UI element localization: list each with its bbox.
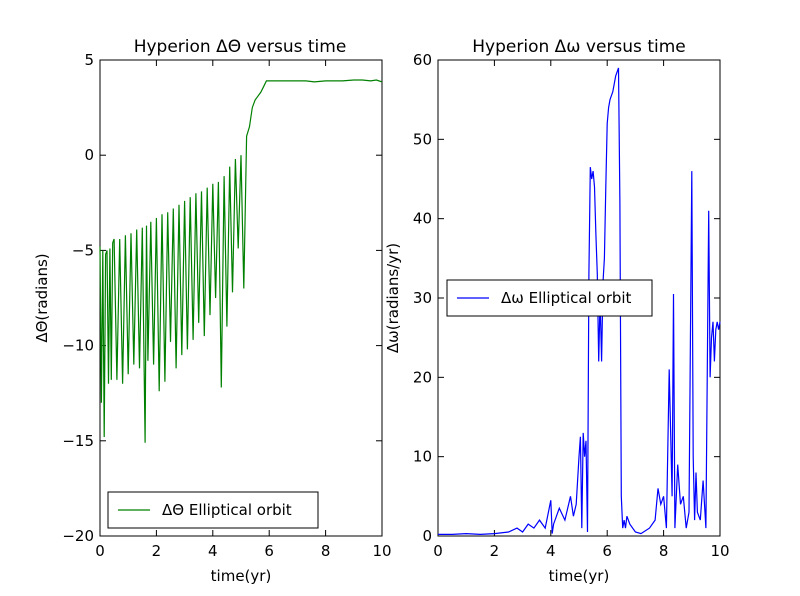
xtick-label: 0: [433, 542, 443, 560]
ytick-label: −10: [62, 337, 94, 355]
ytick-label: 0: [84, 146, 94, 164]
xtick-label: 10: [710, 542, 729, 560]
left-plot: Hyperion ΔΘ versus time 0 2 4 6 8 10 −20 −15 −10…: [33, 37, 392, 585]
xtick-label: 8: [659, 542, 669, 560]
ytick-label: 0: [422, 527, 432, 545]
right-plot-ylabel: Δω(radians/yr): [384, 243, 402, 353]
ytick-label: −20: [62, 527, 94, 545]
ytick-label: −5: [72, 241, 94, 259]
right-plot-legend: Δω Elliptical orbit: [446, 279, 653, 317]
left-legend-label: ΔΘ Elliptical orbit: [162, 501, 292, 519]
xtick-label: 8: [321, 542, 331, 560]
left-plot-legend: ΔΘ Elliptical orbit: [107, 491, 319, 529]
left-plot-title: Hyperion ΔΘ versus time: [134, 37, 347, 57]
xtick-label: 6: [602, 542, 612, 560]
xtick-label: 4: [546, 542, 556, 560]
ytick-label: 40: [413, 210, 432, 228]
left-plot-xlabel: time(yr): [211, 567, 272, 585]
xtick-label: 2: [152, 542, 162, 560]
ytick-label: 30: [413, 289, 432, 307]
right-plot: Hyperion Δω versus time 0 2 4 6 8 10 0 10 20 30 40…: [384, 37, 730, 585]
right-plot-ticks: 0 2 4 6 8 10 0 10 20 30 40 50 60: [413, 51, 730, 560]
xtick-label: 10: [372, 542, 391, 560]
delta-omega-series-line: [438, 67, 721, 536]
left-plot-ylabel: ΔΘ(radians): [33, 253, 51, 342]
ytick-label: 20: [413, 368, 432, 386]
right-plot-title: Hyperion Δω versus time: [472, 37, 685, 57]
left-plot-frame: [99, 59, 383, 537]
ytick-label: 60: [413, 51, 432, 69]
ytick-label: −15: [62, 432, 94, 450]
ytick-label: 50: [413, 130, 432, 148]
delta-theta-series-line: [99, 79, 383, 443]
xtick-label: 6: [264, 542, 274, 560]
xtick-label: 4: [208, 542, 218, 560]
right-legend-label: Δω Elliptical orbit: [501, 289, 632, 307]
ytick-label: 5: [84, 51, 94, 69]
xtick-label: 0: [95, 542, 105, 560]
ytick-label: 10: [413, 448, 432, 466]
right-plot-xlabel: time(yr): [549, 567, 610, 585]
xtick-label: 2: [490, 542, 500, 560]
